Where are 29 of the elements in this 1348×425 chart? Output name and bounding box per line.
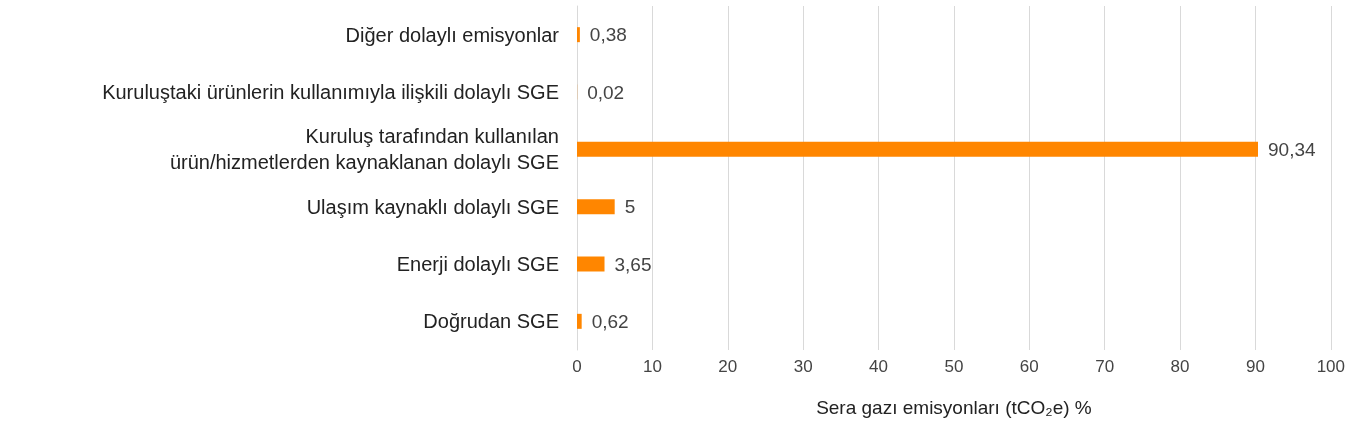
data-label: 0,02	[587, 81, 625, 103]
y-tick-label: Doğrudan SGE	[423, 310, 559, 333]
data-label: 0,38	[589, 24, 627, 46]
data-label: 3,65	[614, 253, 652, 275]
x-tick-label: 10	[642, 357, 662, 376]
x-tick-label: 70	[1095, 357, 1115, 376]
x-tick-label: 40	[869, 357, 888, 376]
data-label: 5	[624, 196, 636, 218]
bar	[577, 256, 605, 272]
bar	[577, 27, 580, 43]
x-tick-label: 50	[944, 357, 964, 376]
x-tick-label: 60	[1019, 357, 1039, 376]
bar	[577, 313, 582, 329]
data-label: 0,62	[591, 310, 629, 332]
x-axis-title: Sera gazı emisyonları (tCO₂e) %	[816, 397, 1092, 418]
y-tick-label: Kuruluş tarafından kullanılan ürün/hizmetlerden kaynaklanan dolaylı SGE	[169, 125, 559, 174]
y-tick-label: Diğer dolaylı emisyonlar	[345, 23, 560, 46]
x-tick-label: 80	[1170, 357, 1190, 376]
bar	[577, 141, 1258, 157]
y-tick-label: Enerji dolaylı SGE	[396, 253, 559, 275]
x-tick-label: 0	[572, 357, 582, 376]
y-tick-label: Ulaşım kaynaklı dolaylı SGE	[306, 195, 559, 218]
x-tick-label: 100	[1316, 357, 1346, 376]
bar	[577, 199, 615, 215]
y-tick-label: Kuruluştaki ürünlerin kullanımıyla ilişkili dolaylı SGE	[102, 81, 559, 103]
x-tick-label: 30	[793, 357, 813, 376]
x-tick-label: 20	[718, 357, 738, 376]
data-label: 90,34	[1268, 138, 1316, 160]
x-tick-label: 90	[1245, 357, 1265, 376]
